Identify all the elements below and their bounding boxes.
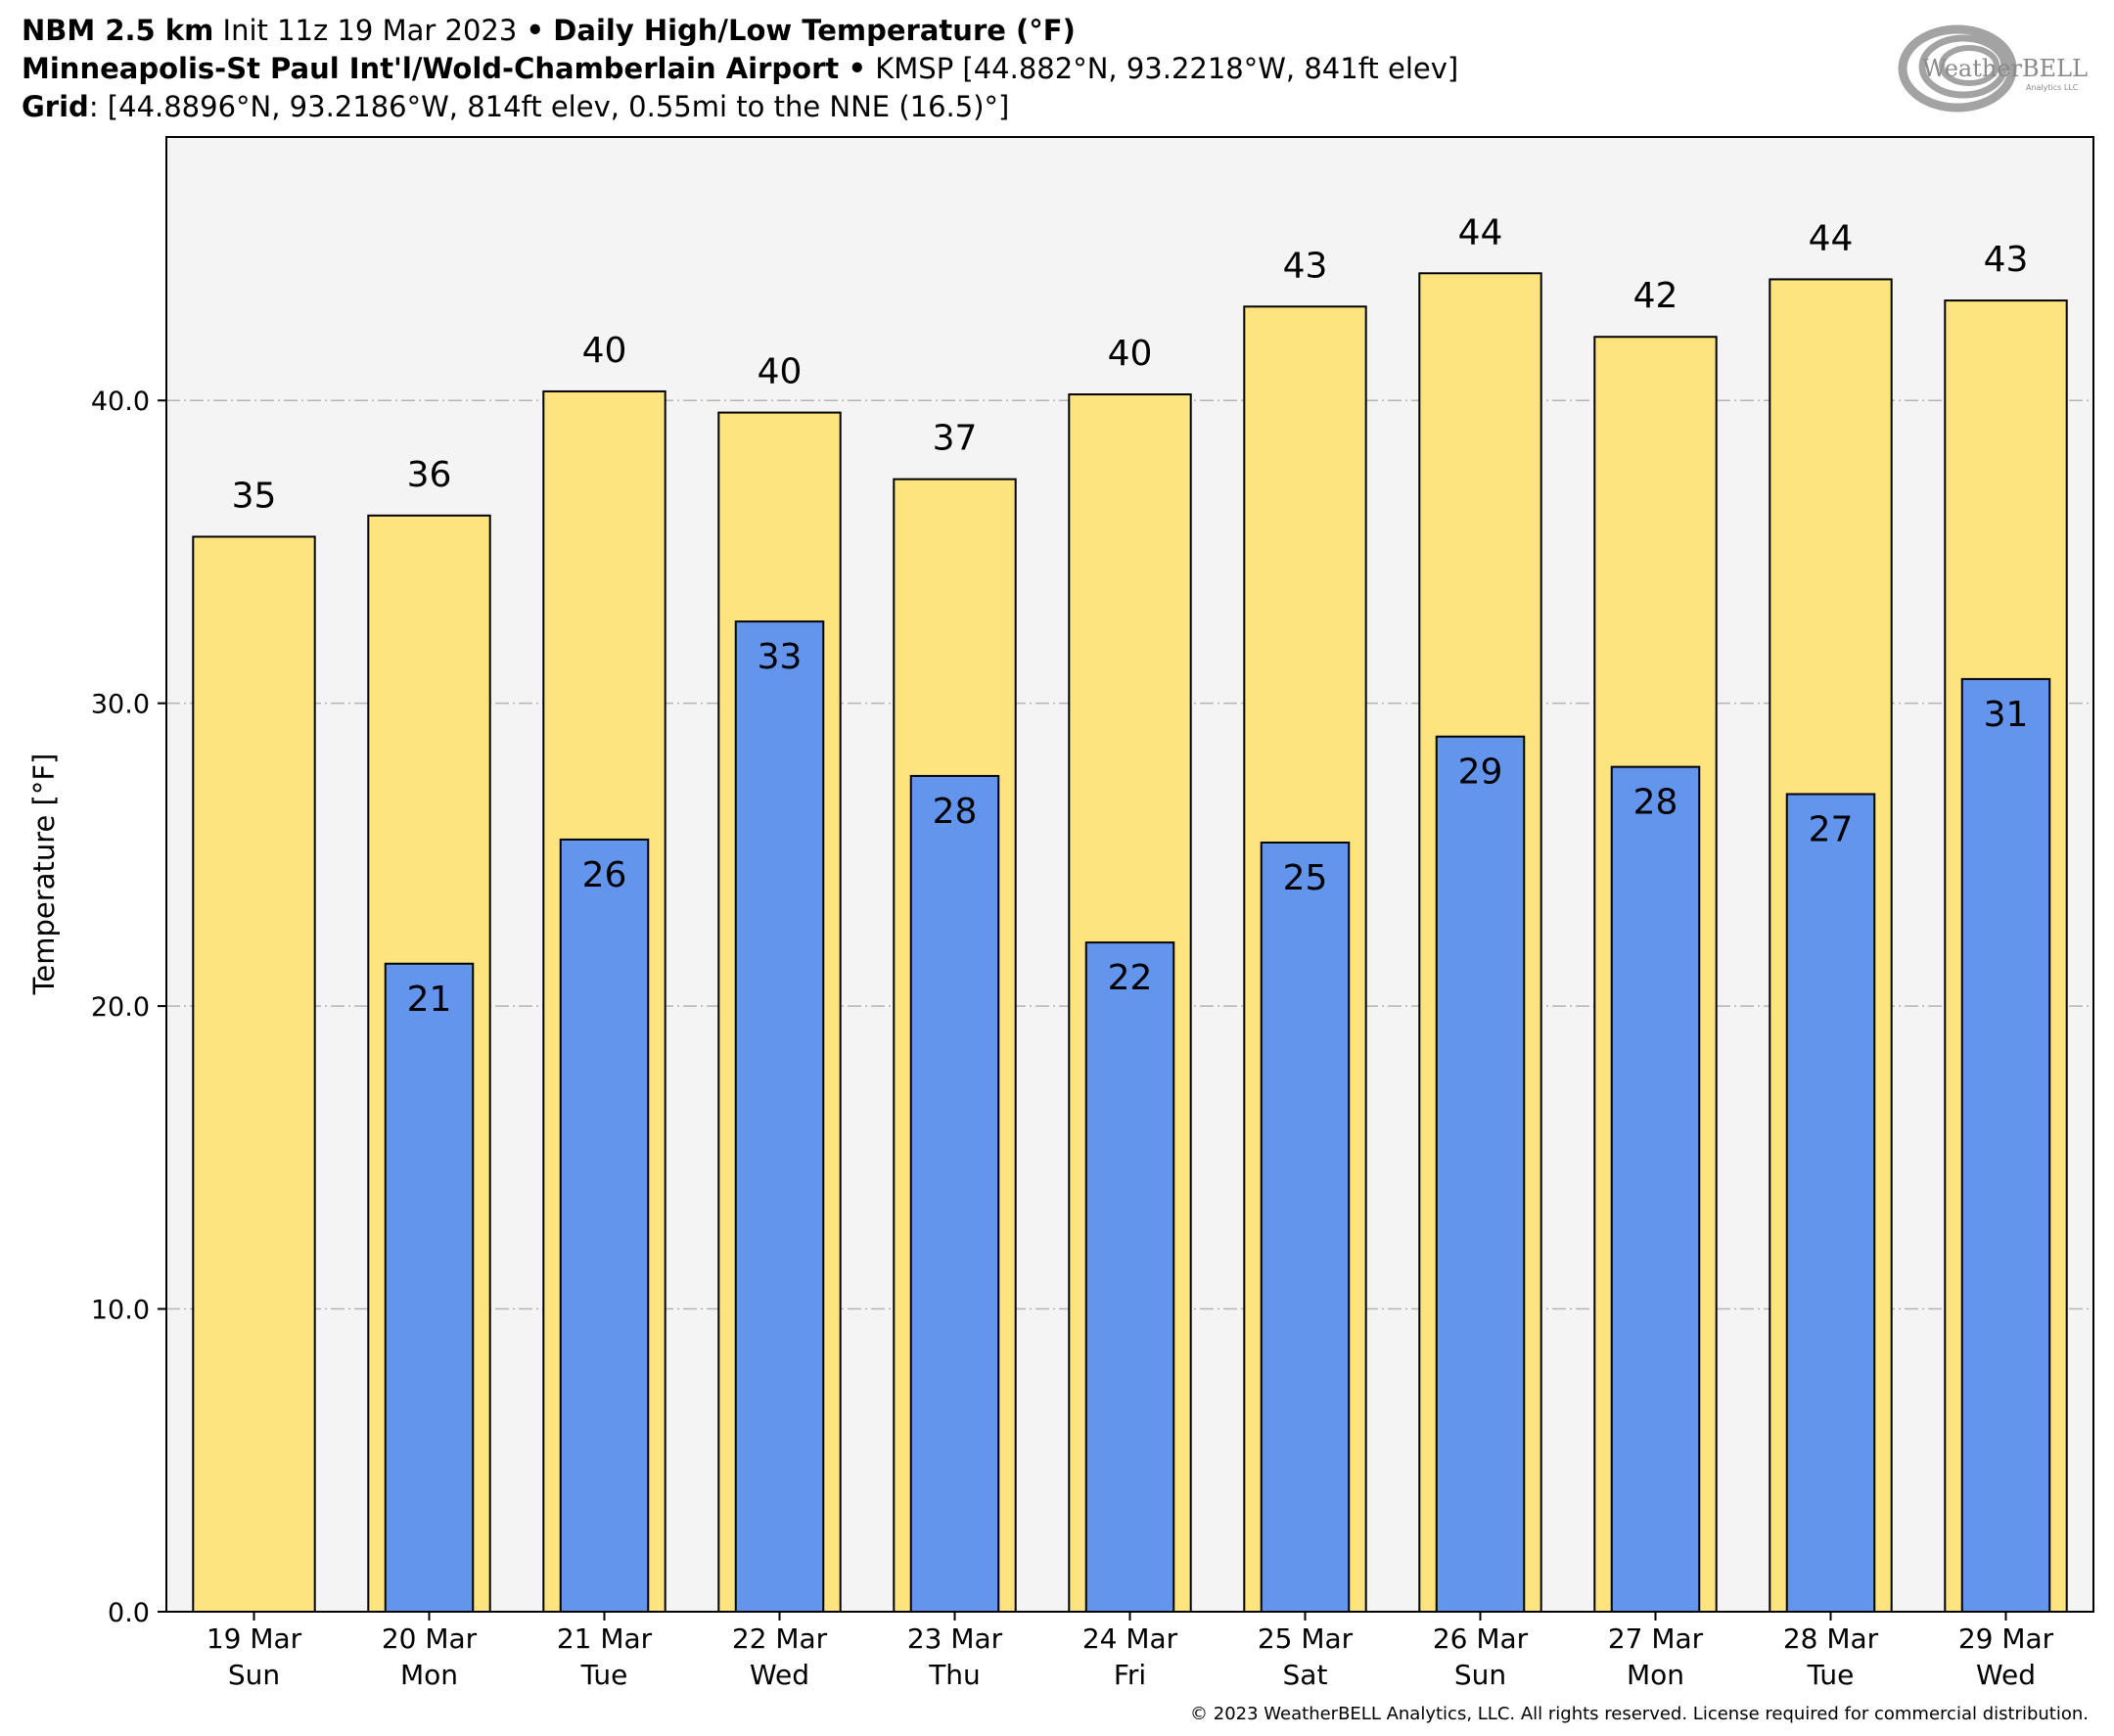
low-value-label: 22	[1108, 958, 1153, 998]
x-tick-date: 26 Mar	[1433, 1622, 1529, 1655]
high-value-label: 40	[582, 331, 627, 371]
low-value-label: 26	[582, 855, 627, 895]
low-value-label: 33	[758, 637, 803, 677]
y-tick-label: 10.0	[91, 1296, 150, 1326]
x-tick-date: 19 Mar	[207, 1622, 302, 1655]
title-line-2: Minneapolis-St Paul Int'l/Wold-Chamberla…	[22, 50, 1458, 87]
low-value-label: 28	[1633, 783, 1678, 823]
high-value-label: 35	[232, 476, 277, 516]
high-value-label: 43	[1283, 246, 1328, 286]
high-value-label: 43	[1984, 240, 2029, 280]
x-tick-weekday: Sat	[1283, 1659, 1328, 1691]
low-bar	[384, 962, 475, 1613]
x-tick-weekday: Mon	[1627, 1659, 1684, 1691]
low-value-label: 28	[933, 792, 978, 832]
copyright-notice: © 2023 WeatherBELL Analytics, LLC. All r…	[1190, 1704, 2089, 1724]
logo-subtext: Analytics LLC	[2026, 83, 2079, 92]
x-tick-weekday: Tue	[1807, 1659, 1855, 1691]
low-bar	[1960, 677, 2051, 1613]
x-tick-date: 21 Mar	[557, 1622, 653, 1655]
low-value-label: 29	[1458, 753, 1503, 793]
init-time: Init 11z 19 Mar 2023	[222, 14, 518, 47]
low-value-label: 27	[1809, 809, 1854, 849]
title-line-3: Grid: [44.8896°N, 93.2186°W, 814ft elev,…	[22, 88, 1009, 125]
low-value-label: 31	[1984, 695, 2029, 735]
high-bar	[192, 535, 316, 1614]
x-tick-date: 23 Mar	[907, 1622, 1003, 1655]
x-axis: 19 Mar Sun 20 Mar Mon 21 Mar Tue 22 Mar Wed 23 M…	[207, 1612, 2054, 1691]
grid-label: Grid	[22, 90, 89, 123]
x-tick-date: 27 Mar	[1608, 1622, 1704, 1655]
x-tick-weekday: Mon	[400, 1659, 458, 1691]
x-tick-date: 20 Mar	[382, 1622, 478, 1655]
y-axis: 0.0 10.0 20.0 30.0 40.0	[91, 387, 166, 1628]
x-tick-date: 25 Mar	[1258, 1622, 1354, 1655]
title-line-1: NBM 2.5 km Init 11z 19 Mar 2023 • Daily …	[22, 12, 1076, 49]
y-tick-label: 40.0	[91, 387, 150, 417]
grid-info: : [44.8896°N, 93.2186°W, 814ft elev, 0.5…	[88, 90, 1010, 123]
high-value-label: 40	[758, 352, 803, 392]
x-tick-weekday: Sun	[228, 1659, 280, 1691]
low-bar	[1610, 765, 1701, 1613]
high-value-label: 37	[933, 419, 978, 459]
low-bar	[1435, 735, 1526, 1613]
logo-text: WeatherBELL	[1922, 55, 2088, 82]
high-value-label: 44	[1458, 212, 1503, 252]
low-bar	[734, 620, 825, 1613]
station-info: KMSP [44.882°N, 93.2218°W, 841ft elev]	[875, 52, 1459, 85]
data-labels: 35 36 21 40 26 40 33 37 28 40 22 43 25 44 29 42 28 44 27 43…	[232, 212, 2029, 1020]
low-value-label: 25	[1283, 858, 1328, 898]
bullet-2: •	[848, 52, 867, 85]
low-bar	[559, 838, 650, 1613]
weatherbell-logo: WeatherBELL Analytics LLC	[1898, 24, 2088, 113]
bars	[192, 272, 2068, 1614]
x-tick-weekday: Wed	[1976, 1659, 2036, 1691]
x-tick-weekday: Fri	[1114, 1659, 1146, 1691]
x-tick-date: 22 Mar	[732, 1622, 828, 1655]
low-bar	[1785, 793, 1876, 1613]
product-title: Daily High/Low Temperature (°F)	[553, 14, 1076, 47]
model-name: NBM 2.5 km	[22, 14, 214, 47]
y-tick-label: 0.0	[108, 1598, 150, 1628]
bullet-1: •	[526, 14, 545, 47]
low-bar	[1260, 842, 1351, 1613]
station-name: Minneapolis-St Paul Int'l/Wold-Chamberla…	[22, 52, 840, 85]
x-tick-weekday: Sun	[1454, 1659, 1506, 1691]
x-tick-date: 29 Mar	[1958, 1622, 2054, 1655]
x-tick-weekday: Wed	[750, 1659, 809, 1691]
low-bar	[1084, 941, 1175, 1613]
x-tick-date: 24 Mar	[1082, 1622, 1178, 1655]
y-tick-label: 30.0	[91, 690, 150, 720]
plot-frame	[165, 136, 2094, 1613]
high-value-label: 36	[407, 455, 452, 495]
low-value-label: 21	[407, 980, 452, 1020]
low-bar	[909, 774, 1000, 1613]
x-tick-weekday: Thu	[928, 1659, 981, 1691]
high-value-label: 44	[1809, 218, 1854, 258]
y-tick-label: 20.0	[91, 992, 150, 1023]
high-value-label: 42	[1633, 276, 1678, 316]
x-tick-weekday: Tue	[580, 1659, 628, 1691]
high-value-label: 40	[1108, 334, 1153, 374]
y-axis-label: Temperature [°F]	[27, 754, 61, 996]
x-tick-date: 28 Mar	[1783, 1622, 1879, 1655]
